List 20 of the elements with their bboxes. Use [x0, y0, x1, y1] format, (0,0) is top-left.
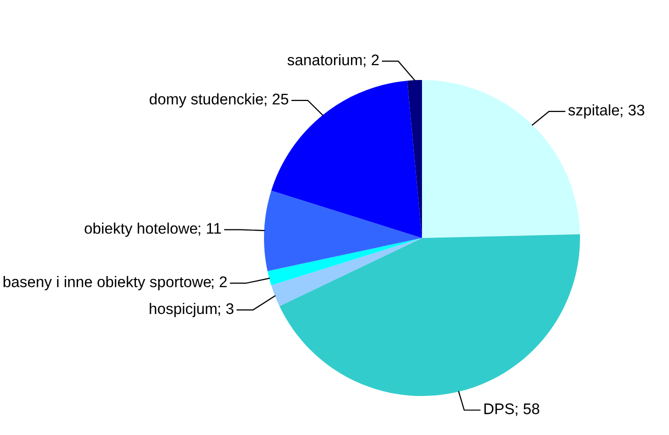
data-label: ; 2: [364, 54, 379, 68]
data-label: ; 3: [218, 303, 234, 316]
data-label: ; 33: [620, 104, 644, 118]
pie-slice: [271, 80, 422, 238]
slice-label: szpitale: [568, 104, 620, 119]
data-label: ; 2: [212, 276, 227, 290]
slice-label: baseny i inne obiekty sportowe: [4, 276, 211, 290]
pie-slice: [407, 80, 422, 238]
pie-slice: [279, 234, 580, 396]
slice-label: obiekty hotelowe: [84, 222, 198, 237]
data-label: ; 25: [264, 94, 288, 106]
slice-label: sanatorium: [288, 54, 362, 66]
pie-slice: [268, 238, 422, 286]
data-label: ; 58: [516, 403, 540, 416]
pie-slice: [264, 190, 422, 272]
slice-label: domy studenckie: [150, 93, 264, 108]
pie-slice: [271, 238, 422, 306]
data-label: ; 11: [198, 223, 221, 236]
slice-label: DPS: [484, 403, 514, 414]
slice-label: hospicjum: [150, 302, 216, 318]
